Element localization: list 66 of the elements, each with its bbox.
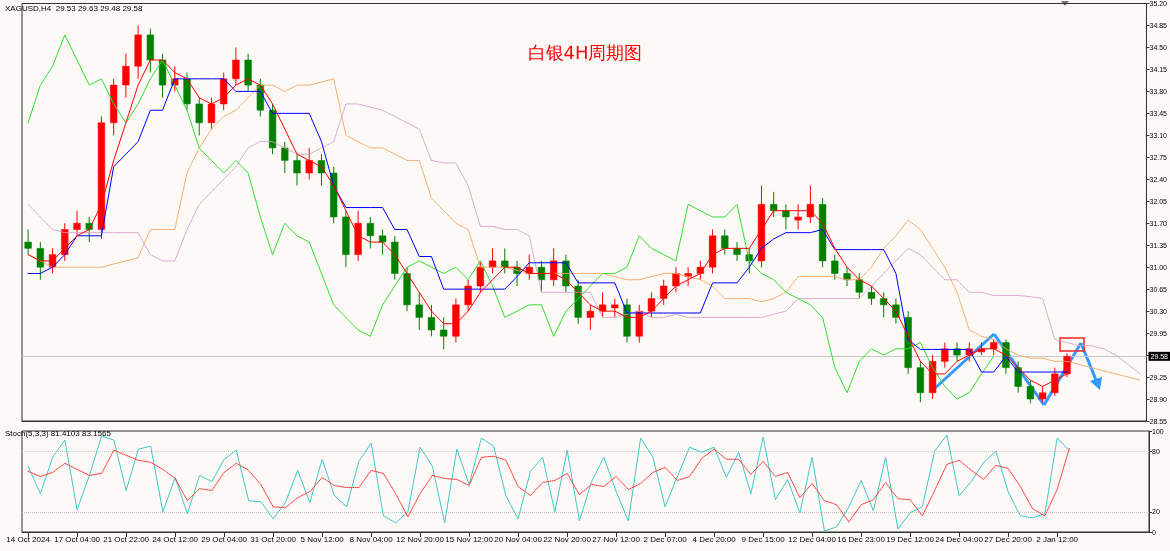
candlestick xyxy=(36,241,44,281)
x-tick-label: 2 Jan 12:00 xyxy=(1036,534,1079,544)
candlestick xyxy=(806,185,814,224)
x-tick-label: 24 Oct 12:00 xyxy=(152,534,199,544)
candlestick xyxy=(440,316,448,350)
annotation: Stoch(5,3,3) 81.4103 83.1565 xyxy=(5,428,112,438)
line-series xyxy=(27,447,1070,523)
candlestick xyxy=(73,210,81,237)
x-tick-label: 4 Dec 20:00 xyxy=(692,534,737,544)
x-tick-label: 29 Oct 04:00 xyxy=(201,534,248,544)
candlestick xyxy=(1026,379,1034,404)
candlestick xyxy=(672,266,680,293)
candlestick xyxy=(293,153,301,187)
candlestick xyxy=(721,229,729,256)
candlestick xyxy=(880,291,888,318)
x-tick-label: 17 Oct 04:00 xyxy=(54,534,101,544)
x-tick-label: 5 Nov 12:00 xyxy=(300,534,345,544)
candlestick xyxy=(464,279,472,312)
x-tick-label: 19 Dec 12:00 xyxy=(886,534,935,544)
line-series xyxy=(27,34,995,400)
candlestick xyxy=(476,260,484,293)
x-tick-label: 8 Nov 04:00 xyxy=(349,534,394,544)
x-tick-label: 14 Oct 2024 xyxy=(6,534,51,544)
annotation: XAGUSD,H4 29.53 29.63 29.48 29.58 xyxy=(5,3,143,13)
x-tick-label: 15 Nov 12:00 xyxy=(445,534,494,544)
x-tick-label: 27 Nov 12:00 xyxy=(592,534,641,544)
candlestick xyxy=(378,229,387,256)
candlestick xyxy=(867,285,876,306)
candlestick xyxy=(855,272,863,300)
x-tick-label: 20 Nov 04:00 xyxy=(494,534,543,544)
x-tick-label: 24 Dec 04:00 xyxy=(935,534,984,544)
candlestick xyxy=(953,342,961,362)
x-tick-label: 22 Nov 20:00 xyxy=(543,534,592,544)
candlestick xyxy=(415,291,423,331)
candlestick xyxy=(696,260,704,281)
candlestick xyxy=(611,298,619,318)
x-tick-label: 27 Dec 20:00 xyxy=(984,534,1033,544)
candlestick xyxy=(305,147,313,180)
x-tick-label: 12 Nov 20:00 xyxy=(396,534,445,544)
candlestick xyxy=(586,304,594,331)
candlestick xyxy=(427,304,436,337)
candlestick xyxy=(366,216,374,249)
candlestick xyxy=(660,279,668,306)
candlestick xyxy=(647,291,656,318)
candlestick xyxy=(488,247,497,274)
candlestick xyxy=(598,291,607,318)
candlestick xyxy=(207,97,216,130)
candlestick xyxy=(794,203,802,231)
x-tick-label: 31 Oct 20:00 xyxy=(250,534,297,544)
candlestick xyxy=(550,247,558,287)
candlestick xyxy=(281,141,289,174)
candlestick xyxy=(733,241,741,262)
candlestick xyxy=(122,53,130,99)
candlestick xyxy=(24,229,32,256)
candlestick xyxy=(195,97,203,136)
x-tick-label: 9 Dec 15:00 xyxy=(741,534,786,544)
candlestick xyxy=(782,203,790,231)
candlestick xyxy=(770,191,778,218)
x-tick-label: 2 Dec 07:00 xyxy=(643,534,688,544)
x-tick-label: 21 Oct 22:00 xyxy=(103,534,150,544)
x-tick-label: 16 Dec 23:00 xyxy=(837,534,886,544)
x-tick-label: 12 Dec 04:00 xyxy=(788,534,837,544)
candlestick xyxy=(831,254,839,281)
text: 白银4H周期图 xyxy=(527,41,643,63)
candlestick xyxy=(941,342,949,369)
candlestick xyxy=(501,247,509,274)
